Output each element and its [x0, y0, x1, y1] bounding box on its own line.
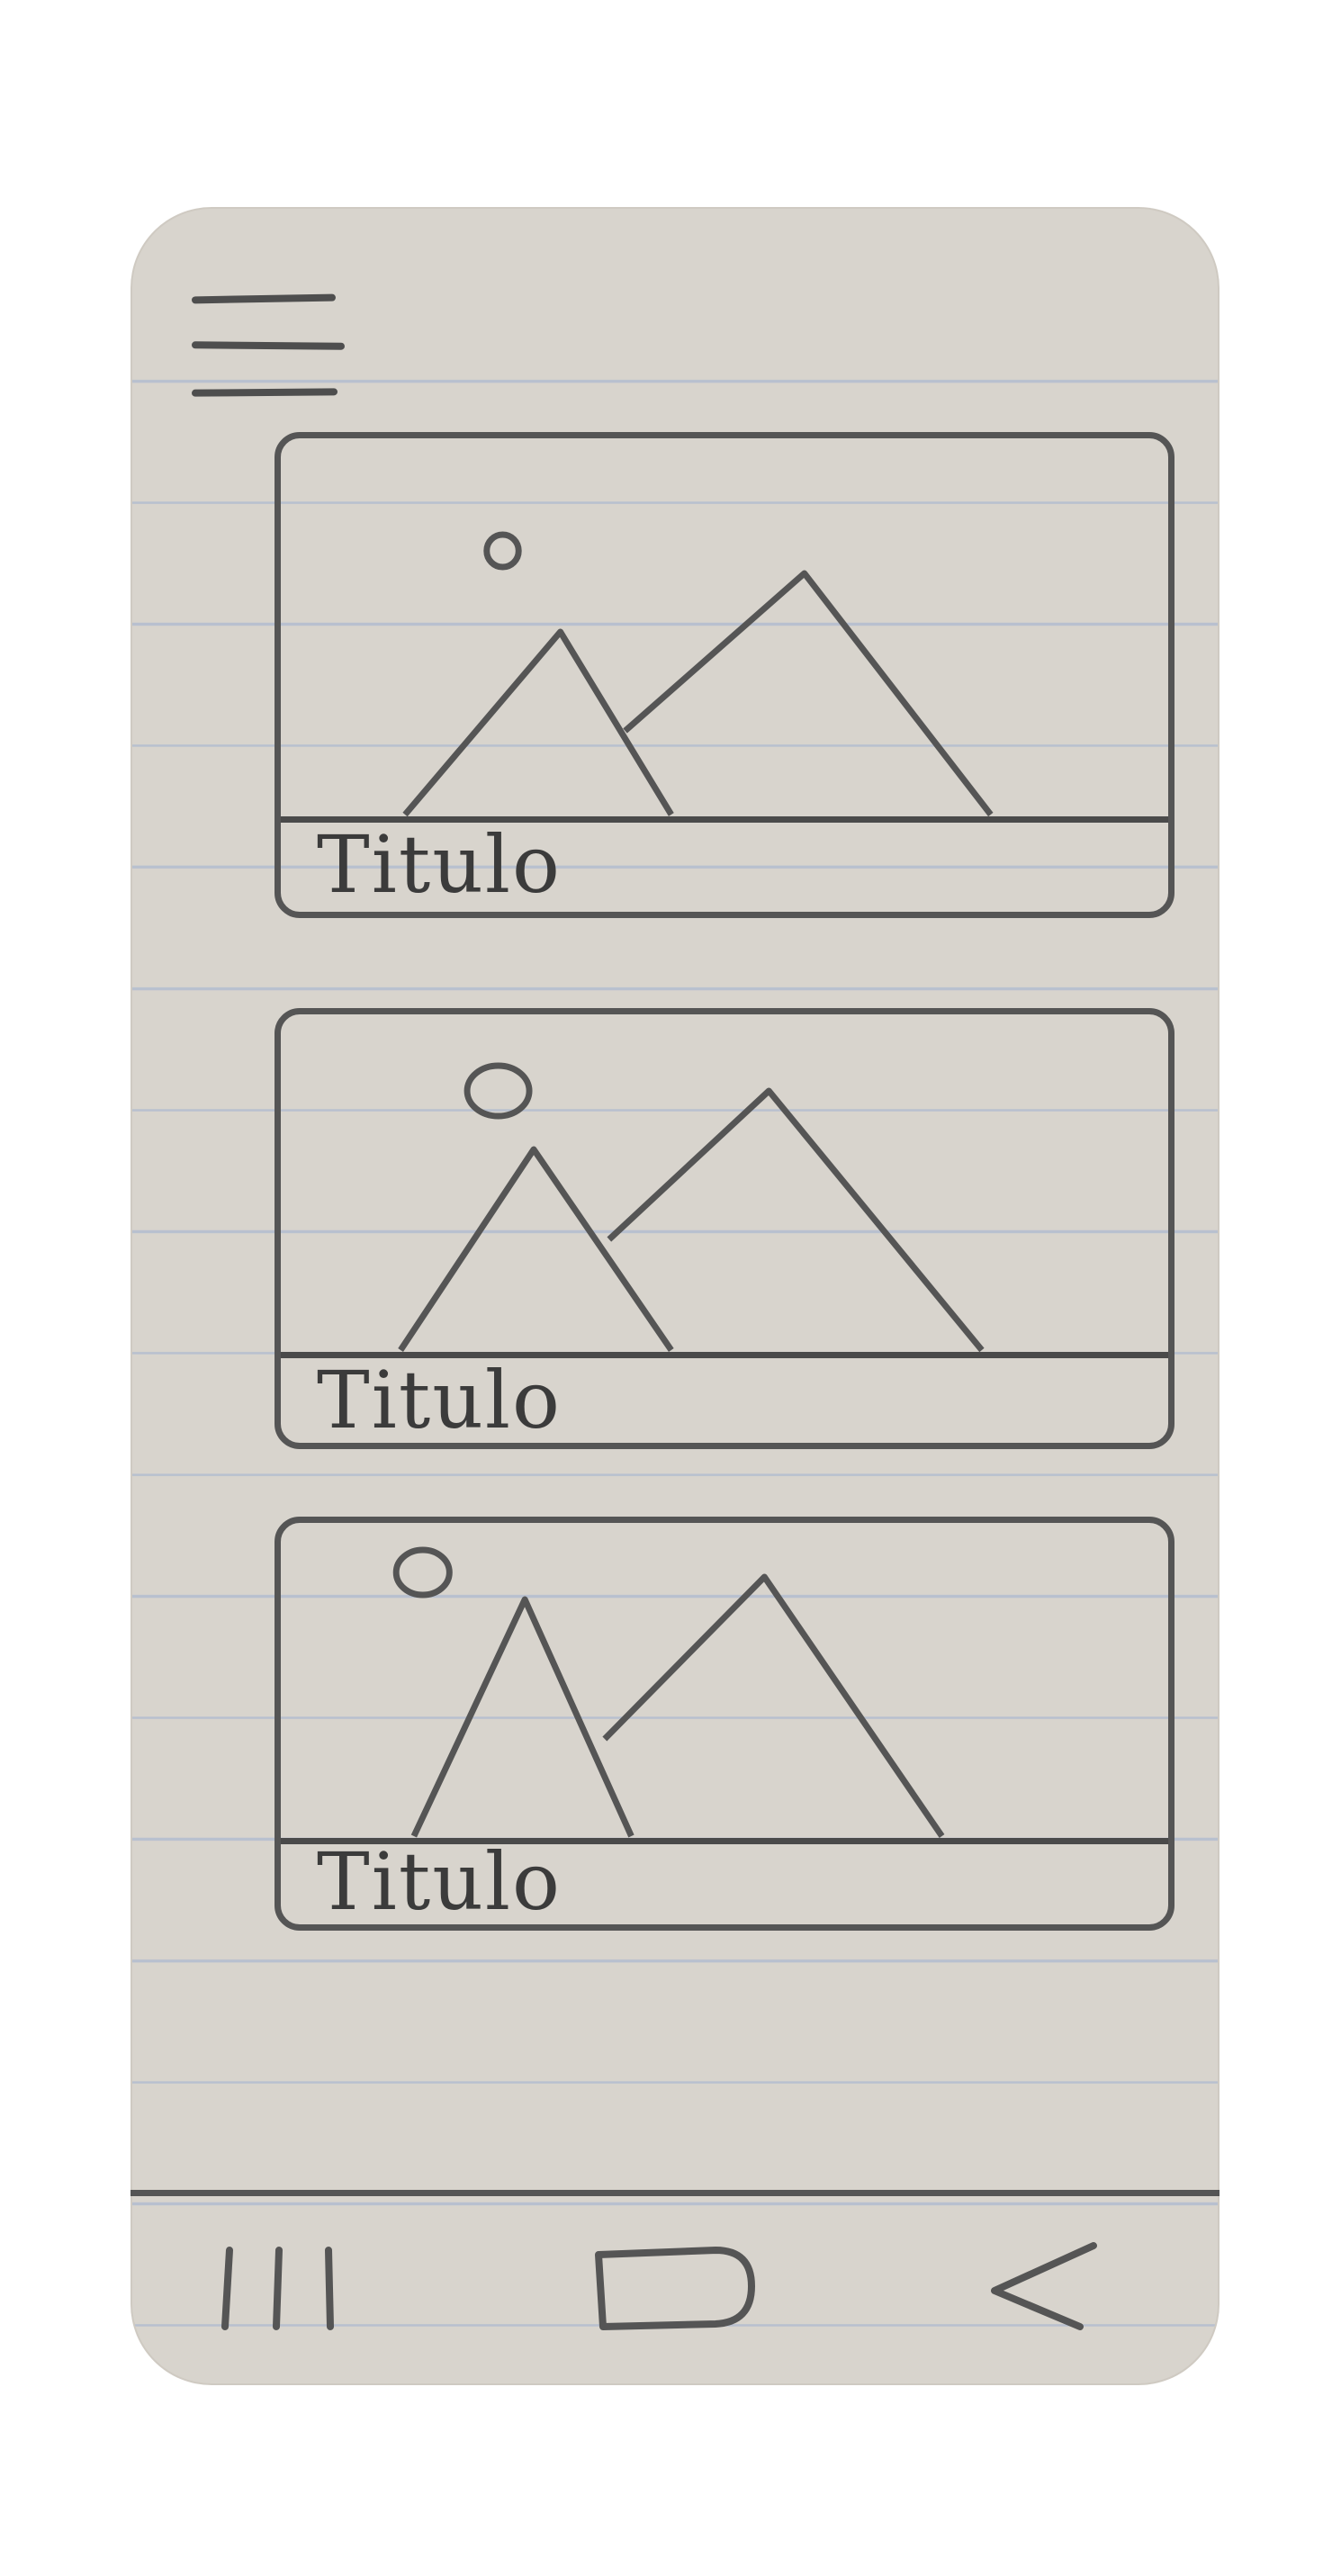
menu-bar [191, 341, 346, 350]
image-placeholder-icon [281, 1523, 1168, 1844]
recents-icon[interactable] [202, 2237, 356, 2336]
menu-bar [191, 293, 337, 304]
image-card[interactable]: Titulo [274, 1517, 1174, 1931]
hamburger-menu-icon[interactable] [191, 288, 346, 397]
card-title: Titulo [317, 1835, 562, 1928]
mountains-sun-icon [398, 1062, 985, 1352]
image-card[interactable]: Titulo [274, 432, 1174, 918]
mountains-sun-icon [402, 531, 994, 816]
card-title: Titulo [317, 1354, 562, 1446]
card-title: Titulo [317, 818, 562, 911]
image-placeholder-icon [281, 438, 1168, 823]
system-navigation-bar [130, 2190, 1220, 2385]
phone-screen: Titulo Titulo Titulo [130, 207, 1220, 2385]
image-card[interactable]: Titulo [274, 1008, 1174, 1449]
image-placeholder-icon [281, 1014, 1168, 1358]
home-icon[interactable] [580, 2237, 770, 2336]
menu-bar [191, 388, 338, 397]
mountains-sun-icon [392, 1546, 945, 1838]
back-icon[interactable] [958, 2237, 1112, 2336]
